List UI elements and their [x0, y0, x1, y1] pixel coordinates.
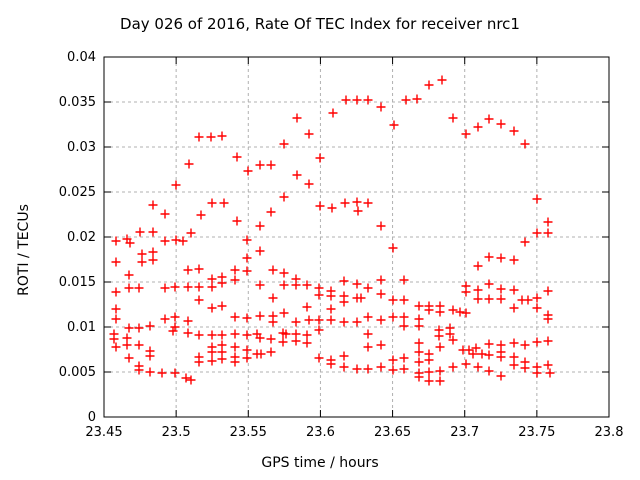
y-tick-label: 0.02	[67, 230, 96, 245]
y-tick-label: 0.015	[59, 275, 96, 290]
y-tick-label: 0.035	[59, 95, 96, 110]
x-tick-label: 23.45	[85, 425, 122, 440]
scatter-markers	[109, 75, 555, 386]
y-tick-label: 0.04	[67, 50, 96, 65]
chart-title: Day 026 of 2016, Rate Of TEC Index for r…	[120, 15, 520, 33]
y-tick-label: 0.005	[59, 365, 96, 380]
x-tick-label: 23.55	[230, 425, 267, 440]
y-tick-label: 0	[88, 410, 96, 425]
x-tick-label: 23.65	[374, 425, 411, 440]
y-tick-label: 0.025	[59, 185, 96, 200]
y-tick-label: 0.01	[67, 320, 96, 335]
x-tick-label: 23.75	[518, 425, 555, 440]
x-tick-label: 23.5	[162, 425, 191, 440]
x-axis-label: GPS time / hours	[261, 455, 379, 471]
grid-lines	[104, 57, 609, 417]
y-tick-label: 0.03	[67, 140, 96, 155]
plot-border	[103, 56, 610, 418]
x-tick-label: 23.7	[450, 425, 479, 440]
y-axis-label: ROTI / TECUs	[16, 204, 32, 296]
x-tick-label: 23.8	[595, 425, 624, 440]
x-tick-label: 23.6	[306, 425, 335, 440]
